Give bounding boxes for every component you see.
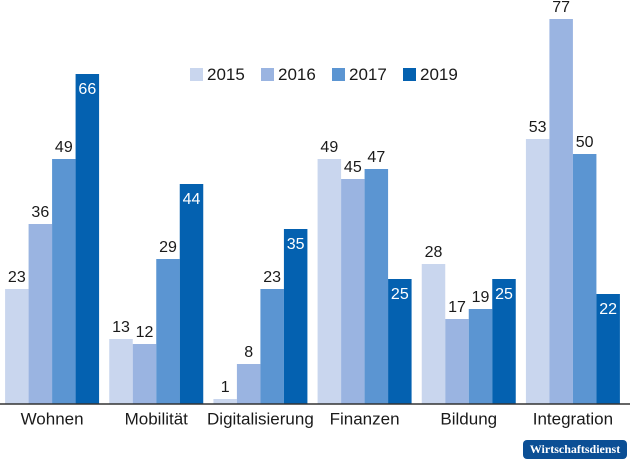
bar: [468, 309, 493, 404]
data-label: 17: [448, 299, 466, 316]
bar: [75, 74, 100, 404]
bar: [341, 179, 365, 404]
data-label: 45: [344, 159, 362, 176]
bar: [421, 264, 446, 404]
data-label: 25: [495, 286, 513, 303]
data-label: 29: [159, 239, 177, 256]
watermark-box: [523, 440, 627, 459]
bar: [52, 159, 76, 404]
legend-swatch: [190, 68, 203, 81]
data-label: 77: [552, 0, 570, 16]
data-label: 66: [78, 81, 96, 98]
bar: [5, 289, 29, 404]
bar: [364, 169, 389, 404]
bar: [213, 399, 237, 404]
data-label: 36: [31, 204, 49, 221]
legend-label: 2019: [420, 65, 458, 84]
bar: [132, 344, 157, 404]
legend-swatch: [261, 68, 274, 81]
data-label: 22: [599, 301, 617, 318]
data-label: 44: [183, 191, 201, 208]
bar: [388, 279, 412, 404]
legend-swatch: [332, 68, 345, 81]
bar: [236, 364, 261, 404]
bar: [572, 154, 597, 404]
watermark: Wirtschaftsdienst: [530, 442, 620, 456]
bar: [317, 159, 342, 404]
data-label: 13: [112, 319, 130, 336]
data-label: 35: [287, 236, 305, 253]
bar: [179, 184, 204, 404]
bar: [492, 279, 516, 404]
data-label: 53: [529, 119, 547, 136]
data-label: 23: [8, 269, 26, 286]
data-label: 8: [244, 344, 253, 361]
x-tick-label: Mobilität: [125, 409, 189, 428]
legend-label: 2016: [278, 65, 316, 84]
legend-swatch: [403, 68, 416, 81]
data-label: 47: [367, 149, 385, 166]
bar: [109, 339, 133, 404]
x-tick-label: Wohnen: [21, 409, 84, 428]
x-tick-label: Integration: [533, 409, 613, 428]
bar: [596, 294, 620, 404]
bar: [28, 224, 53, 404]
bar: [260, 289, 284, 404]
data-label: 1: [221, 379, 230, 396]
bar: [156, 259, 180, 404]
data-label: 50: [576, 134, 594, 151]
data-label: 49: [55, 139, 73, 156]
x-tick-label: Bildung: [440, 409, 497, 428]
data-label: 25: [391, 286, 409, 303]
bar: [549, 19, 573, 404]
x-tick-label: Finanzen: [330, 409, 400, 428]
data-label: 23: [263, 269, 281, 286]
legend-label: 2015: [207, 65, 245, 84]
bar: [525, 139, 550, 404]
data-label: 28: [425, 244, 443, 261]
legend-label: 2017: [349, 65, 387, 84]
data-label: 12: [136, 324, 154, 341]
bar: [283, 229, 308, 404]
bar: [445, 319, 469, 404]
data-label: 49: [320, 139, 338, 156]
data-label: 19: [472, 289, 490, 306]
x-tick-label: Digitalisierung: [207, 409, 314, 428]
